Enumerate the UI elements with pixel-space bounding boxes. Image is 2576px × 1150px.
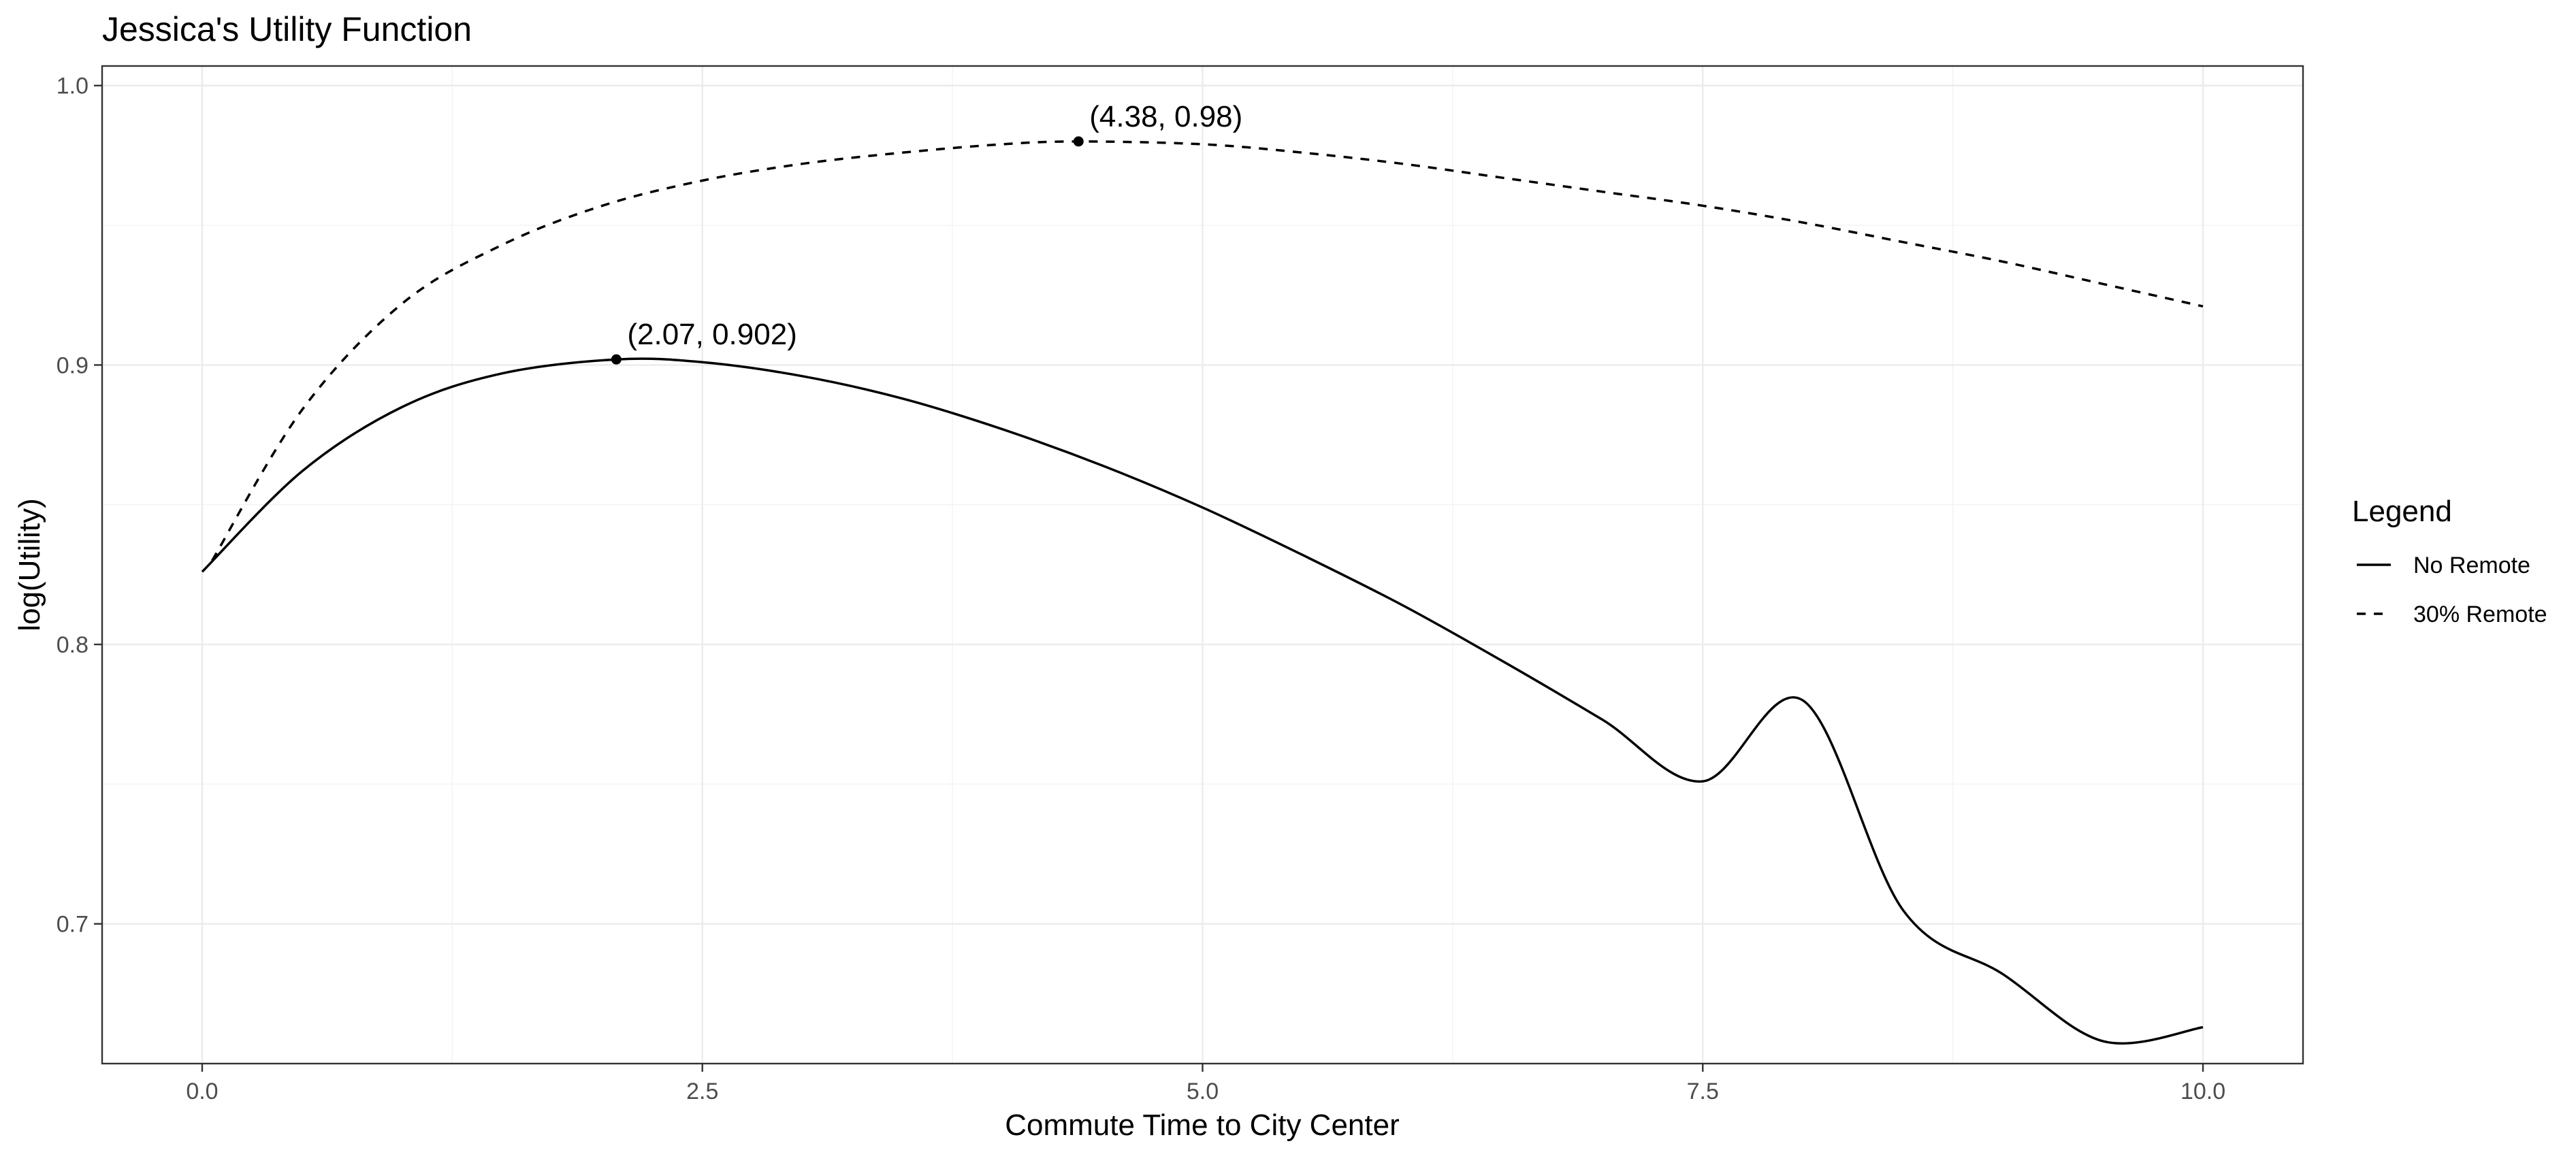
legend-label-no-remote: No Remote bbox=[2413, 553, 2530, 578]
y-tick-label: 1.0 bbox=[57, 73, 88, 99]
chart-title: Jessica's Utility Function bbox=[102, 10, 472, 48]
y-tick-label: 0.8 bbox=[57, 632, 88, 658]
legend-title: Legend bbox=[2352, 495, 2452, 528]
series-lines bbox=[201, 140, 2204, 1045]
annotations: (2.07, 0.902) (4.38, 0.98) bbox=[611, 100, 1242, 365]
series-line-no-remote bbox=[201, 357, 2204, 1045]
y-tick-label: 0.7 bbox=[57, 912, 88, 938]
x-axis-label: Commute Time to City Center bbox=[1005, 1108, 1400, 1142]
y-axis-label: log(Utility) bbox=[13, 498, 46, 631]
x-tick-label: 7.5 bbox=[1687, 1079, 1719, 1104]
x-tick-label: 5.0 bbox=[1187, 1079, 1219, 1104]
peak-label: (2.07, 0.902) bbox=[627, 318, 797, 351]
legend: Legend No Remote 30% Remote bbox=[2352, 495, 2547, 627]
peak-point bbox=[611, 354, 622, 365]
y-axis-ticks: 0.7 0.8 0.9 1.0 bbox=[57, 73, 102, 938]
peak-label: (4.38, 0.98) bbox=[1089, 100, 1242, 133]
x-tick-label: 0.0 bbox=[186, 1079, 218, 1104]
x-tick-label: 10.0 bbox=[2180, 1079, 2225, 1104]
series-line-30-remote bbox=[211, 140, 2204, 561]
y-tick-label: 0.9 bbox=[57, 352, 88, 378]
major-gridlines bbox=[102, 66, 2303, 1064]
peak-point bbox=[1073, 136, 1084, 147]
x-axis-ticks: 0.0 2.5 5.0 7.5 10.0 bbox=[186, 1064, 2225, 1104]
x-tick-label: 2.5 bbox=[686, 1079, 718, 1104]
legend-label-30-remote: 30% Remote bbox=[2413, 602, 2547, 627]
